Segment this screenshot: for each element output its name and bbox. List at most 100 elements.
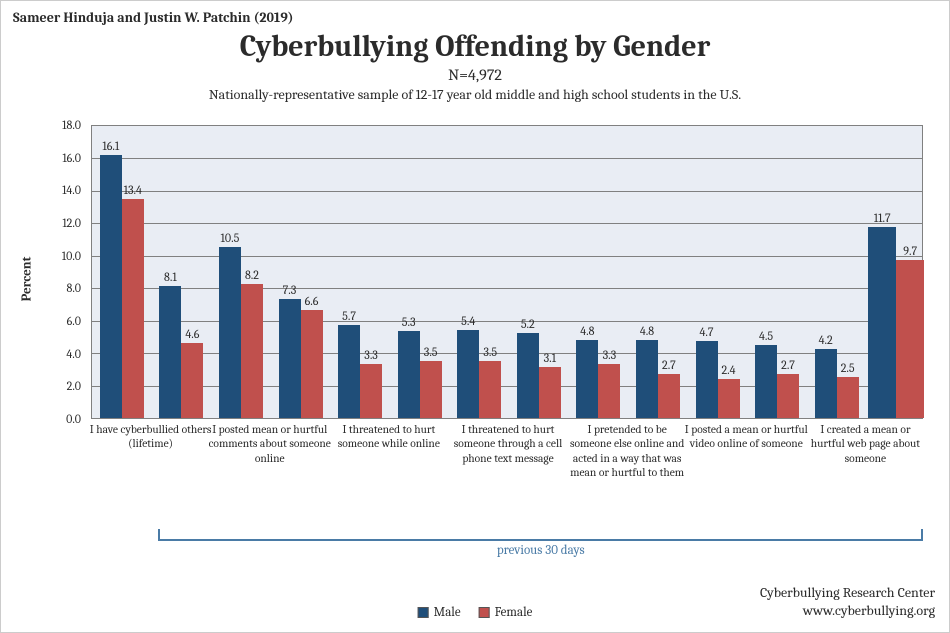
bar-group: 4.83.3 <box>576 340 620 418</box>
attribution-line2: www.cyberbullying.org <box>760 602 935 620</box>
female-bar: 3.3 <box>360 364 382 418</box>
sample-size: N=4,972 <box>1 66 949 84</box>
female-bar: 2.5 <box>837 377 859 418</box>
bar-value-label: 3.5 <box>424 345 438 361</box>
gridline <box>92 223 922 224</box>
bar-value-label: 11.7 <box>874 211 891 227</box>
bar-value-label: 4.5 <box>759 329 773 345</box>
category-label: I posted a mean or hurtful video online … <box>685 423 808 452</box>
bar-value-label: 8.1 <box>164 270 177 286</box>
bar-value-label: 6.6 <box>305 294 319 310</box>
bar-value-label: 3.3 <box>603 348 617 364</box>
bar-group: 4.82.7 <box>636 340 680 418</box>
bar-value-label: 2.4 <box>721 363 735 379</box>
male-bar: 7.3 <box>279 299 301 418</box>
attribution-line1: Cyberbullying Research Center <box>760 584 935 602</box>
bracket-label: previous 30 days <box>497 543 585 558</box>
bar-value-label: 3.3 <box>364 348 378 364</box>
male-bar: 4.8 <box>576 340 598 418</box>
gridline <box>92 321 922 322</box>
male-bar: 5.2 <box>517 333 539 418</box>
bar-value-label: 3.5 <box>483 345 497 361</box>
y-tick: 4.0 <box>66 347 87 361</box>
bar-value-label: 7.3 <box>283 283 297 299</box>
bar-value-label: 4.7 <box>699 325 713 341</box>
y-axis-label: Percent <box>20 257 35 302</box>
bar-group: 5.23.1 <box>517 333 561 418</box>
male-bar: 4.5 <box>755 345 777 419</box>
gridline <box>92 288 922 289</box>
bar-value-label: 9.7 <box>903 244 917 260</box>
bar-group: 11.79.7 <box>868 227 924 418</box>
legend: Male Female <box>418 605 533 620</box>
female-bar: 13.4 <box>122 199 144 418</box>
y-tick: 14.0 <box>62 183 87 197</box>
y-tick: 16.0 <box>62 151 87 165</box>
female-bar: 3.5 <box>479 361 501 418</box>
female-bar: 9.7 <box>896 260 924 418</box>
female-swatch <box>479 607 490 618</box>
bar-value-label: 2.5 <box>841 361 855 377</box>
gridline <box>92 191 922 192</box>
category-label: I posted mean or hurtful comments about … <box>208 423 331 466</box>
bar-group: 4.52.7 <box>755 345 799 419</box>
y-tick: 0.0 <box>66 412 87 426</box>
bar-value-label: 16.1 <box>102 139 119 155</box>
bar-group: 16.113.4 <box>100 155 144 418</box>
female-bar: 2.4 <box>718 379 740 418</box>
bar-group: 4.22.5 <box>815 349 859 418</box>
bar-value-label: 2.7 <box>781 358 795 374</box>
bar-group: 7.36.6 <box>279 299 323 418</box>
category-label: I have cyberbullied others (lifetime) <box>89 423 212 452</box>
bar-value-label: 5.3 <box>402 315 416 331</box>
y-tick: 2.0 <box>67 379 87 393</box>
legend-female-label: Female <box>495 605 533 620</box>
bar-group: 5.73.3 <box>338 325 382 418</box>
female-bar: 3.5 <box>420 361 442 418</box>
bar-value-label: 5.7 <box>342 309 356 325</box>
bar-group: 10.58.2 <box>219 247 263 419</box>
male-bar: 5.3 <box>398 331 420 418</box>
female-bar: 2.7 <box>658 374 680 418</box>
y-tick: 10.0 <box>62 249 87 263</box>
bar-value-label: 10.5 <box>221 231 240 247</box>
bar-value-label: 5.4 <box>461 314 475 330</box>
female-bar: 4.6 <box>181 343 203 418</box>
bar-value-label: 4.8 <box>640 324 654 340</box>
female-bar: 3.1 <box>539 367 561 418</box>
chart-title: Cyberbullying Offending by Gender <box>1 29 949 64</box>
bar-group: 4.72.4 <box>696 341 740 418</box>
chart-area: Percent 16.113.48.14.610.58.27.36.65.73.… <box>21 119 929 439</box>
male-bar: 5.7 <box>338 325 360 418</box>
male-bar: 11.7 <box>868 227 896 418</box>
chart-subtitle: Nationally-representative sample of 12-1… <box>1 86 949 103</box>
bar-group: 8.14.6 <box>159 286 203 418</box>
bar-value-label: 5.2 <box>521 317 535 333</box>
bar-value-label: 4.6 <box>185 327 199 343</box>
y-tick: 8.0 <box>67 281 88 295</box>
male-bar: 8.1 <box>159 286 181 418</box>
legend-male: Male <box>418 605 461 620</box>
bar-value-label: 2.7 <box>662 358 676 374</box>
male-bar: 4.8 <box>636 340 658 418</box>
gridline <box>92 158 922 159</box>
plot-area: 16.113.48.14.610.58.27.36.65.73.35.33.55… <box>91 125 923 419</box>
y-tick: 12.0 <box>62 216 87 230</box>
bar-value-label: 4.2 <box>819 333 833 349</box>
y-tick: 6.0 <box>67 314 87 328</box>
legend-male-label: Male <box>434 605 461 620</box>
bar-group: 5.43.5 <box>457 330 501 418</box>
male-bar: 4.7 <box>696 341 718 418</box>
bar-value-label: 4.8 <box>580 324 594 340</box>
female-bar: 3.3 <box>598 364 620 418</box>
category-label: I pretended to be someone else online an… <box>566 423 689 481</box>
female-bar: 2.7 <box>777 374 799 418</box>
y-tick: 18.0 <box>62 118 87 132</box>
bar-value-label: 13.4 <box>124 183 142 199</box>
category-label: I threatened to hurt someone while onlin… <box>327 423 450 452</box>
male-bar: 5.4 <box>457 330 479 418</box>
category-label: I threatened to hurt someone through a c… <box>446 423 569 466</box>
gridline <box>92 256 922 257</box>
legend-female: Female <box>479 605 533 620</box>
bar-value-label: 8.2 <box>245 268 259 284</box>
